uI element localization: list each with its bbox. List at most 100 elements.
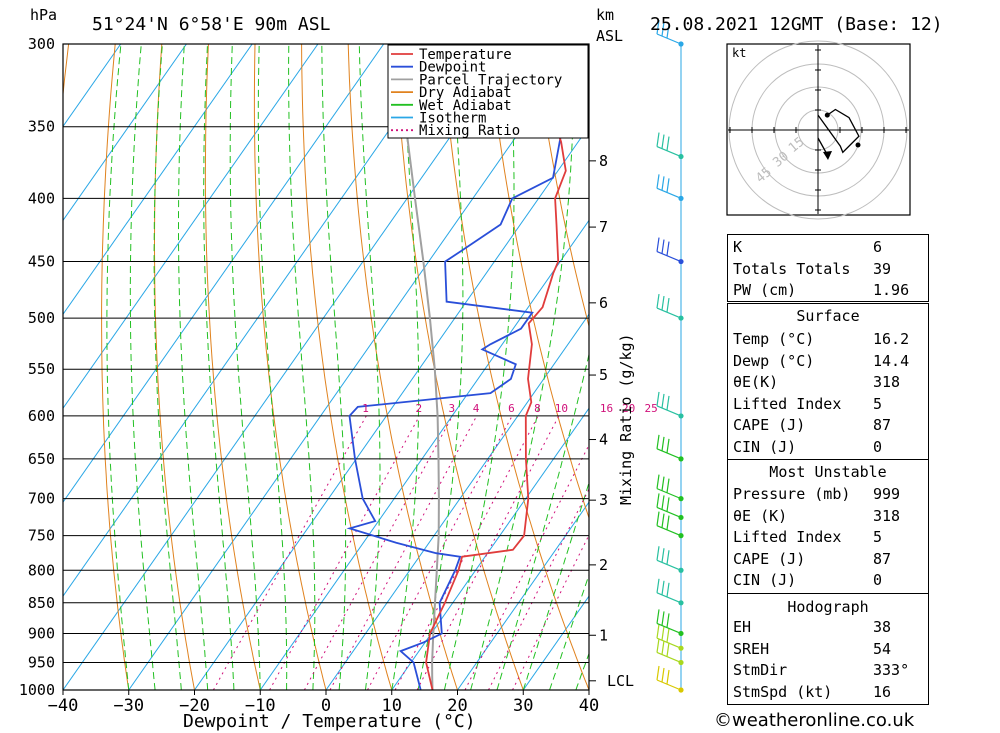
wind-barb: [656, 434, 684, 462]
isotherm-line: [63, 44, 253, 316]
wind-barb-flag: [661, 548, 665, 563]
pressure-tick-label: 700: [28, 490, 55, 508]
wind-barb-shaft: [656, 33, 682, 45]
section-divider: [728, 459, 928, 460]
most-unstable-value: 5: [873, 528, 883, 547]
wind-barb-flag: [666, 298, 670, 313]
wind-barb-flag: [661, 513, 665, 528]
wind-barb-flag: [656, 474, 660, 489]
index-value: 1.96: [873, 281, 910, 300]
wet-adiabat-line: [229, 44, 261, 690]
wind-barb-flag: [661, 239, 665, 254]
parcel-trajectory-line: [395, 44, 440, 690]
height-tick-label: 8: [599, 152, 608, 170]
hodograph-unit: kt: [732, 46, 746, 60]
wind-barb: [656, 578, 684, 606]
isotherm-line: [259, 219, 589, 690]
wind-barb: [656, 609, 684, 637]
wind-barb-flag: [661, 176, 665, 191]
wet-adiabat-line: [522, 481, 589, 690]
wind-barb-flag: [656, 132, 660, 147]
asl-unit-label: ASL: [596, 27, 623, 45]
wind-barb-shaft: [656, 405, 682, 417]
hodograph-stat-value: 38: [873, 618, 892, 636]
wind-barb-flag: [666, 241, 670, 256]
most-unstable-row: CIN (J) 0: [728, 570, 928, 591]
most-unstable-value: 87: [873, 549, 892, 568]
isotherm-line: [457, 501, 589, 690]
wind-barb: [656, 474, 684, 502]
mixing-ratio-line: [303, 415, 453, 690]
wet-adiabat-line: [129, 44, 156, 690]
wind-barb: [656, 624, 684, 651]
wind-barb-flag: [661, 495, 665, 510]
surface-row: CIN (J) 0: [728, 437, 928, 458]
wind-barb-flag: [656, 578, 660, 593]
surface-label: Temp (°C): [733, 330, 815, 348]
hpa-unit-label: hPa: [30, 6, 57, 24]
wet-adiabat-line: [203, 44, 235, 690]
wind-barb-flag: [666, 613, 670, 628]
pressure-tick-label: 350: [28, 118, 55, 136]
hodograph-stat-row: EH 38: [728, 617, 928, 638]
wind-barb-flag: [656, 237, 660, 252]
pressure-tick-label: 950: [28, 653, 55, 671]
mixing-ratio-line: [212, 415, 367, 690]
wind-barb-flag: [666, 478, 670, 493]
hodograph-table-title: Hodograph: [787, 598, 869, 616]
surface-label: CAPE (J): [733, 416, 806, 435]
wet-adiabat-line: [178, 44, 209, 690]
mixing-ratio-line: [394, 415, 539, 690]
mixing-ratio-label: 16: [600, 402, 613, 415]
isotherm-line: [63, 44, 319, 410]
wind-barb-flag: [656, 19, 660, 35]
dry-adiabat-line: [101, 44, 130, 690]
wind-barb: [656, 391, 684, 419]
pressure-tick-label: 750: [28, 527, 55, 545]
height-tick-label: 1: [599, 626, 608, 644]
height-tick-label: 6: [599, 294, 608, 312]
pressure-tick-label: 900: [28, 624, 55, 642]
mixing-ratio-label: 10: [555, 402, 568, 415]
most-unstable-label: CAPE (J): [733, 549, 806, 568]
wind-barb-dot: [678, 514, 684, 521]
lcl-label: LCL: [607, 672, 634, 690]
wind-barb-shaft: [656, 251, 682, 263]
wind-barb-flag: [656, 294, 660, 309]
wind-barb-flag: [661, 667, 665, 683]
wind-barb-flag: [661, 640, 665, 655]
wind-barb: [656, 294, 684, 321]
height-tick-label: 3: [599, 491, 608, 509]
index-row: Totals Totals 39: [728, 259, 928, 280]
wind-barb-shaft: [656, 525, 682, 537]
surface-label: CIN (J): [733, 438, 797, 456]
hodograph-stat-row: StmSpd (kt) 16: [728, 682, 928, 703]
surface-row: CAPE (J) 87: [728, 415, 928, 436]
dry-adiabat-line: [534, 44, 589, 329]
most-unstable-row: Lifted Index 5: [728, 527, 928, 548]
wind-barb-flag: [666, 582, 670, 597]
pressure-tick-label: 500: [28, 309, 55, 327]
section-divider: [728, 593, 928, 594]
wind-barb-flag: [656, 434, 660, 449]
wet-adiabat-line: [549, 573, 589, 690]
wind-barb-flag: [656, 624, 660, 639]
wind-barb-shaft: [656, 679, 682, 691]
wind-barb-flag: [656, 546, 660, 561]
wind-barb: [656, 174, 684, 201]
wind-barb-flag: [666, 628, 670, 643]
wind-barb-shaft: [656, 488, 682, 500]
wind-barb: [656, 493, 684, 521]
isotherm-line: [128, 44, 582, 690]
km-unit-label: km: [596, 6, 614, 24]
wind-barb-shaft: [656, 622, 682, 635]
wet-adiabat-line: [391, 44, 420, 690]
wind-barb-flag: [666, 550, 670, 565]
wind-barb-flag: [661, 296, 665, 311]
surface-value: 87: [873, 416, 892, 435]
most-unstable-label: CIN (J): [733, 571, 797, 590]
wind-barb-flag: [656, 391, 660, 406]
pressure-tick-label: 300: [28, 35, 55, 53]
